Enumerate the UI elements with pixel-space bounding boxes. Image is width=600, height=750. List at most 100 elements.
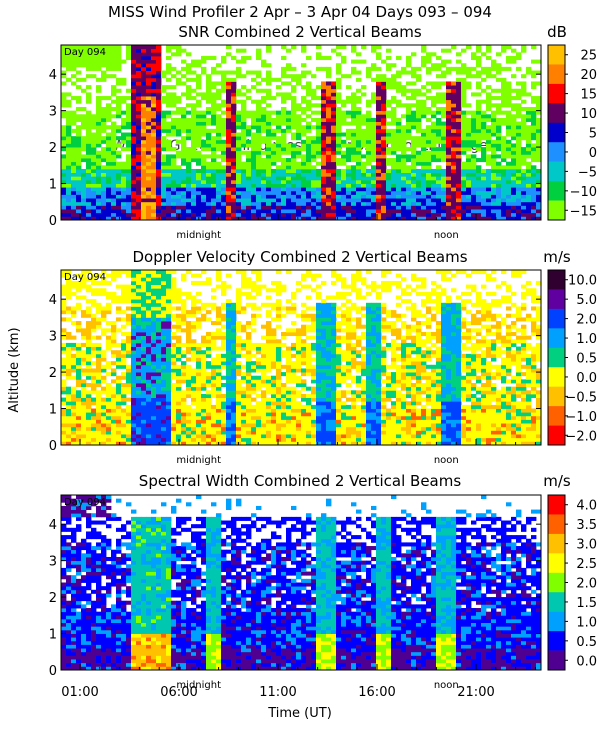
- heatmap-cell: [396, 125, 402, 130]
- heatmap-cell: [201, 393, 207, 399]
- heatmap-cell: [496, 161, 502, 166]
- heatmap-cell: [256, 209, 262, 214]
- heatmap-cell: [71, 176, 77, 181]
- heatmap-cell: [221, 187, 227, 192]
- heatmap-cell: [436, 201, 442, 206]
- heatmap-cell: [426, 117, 432, 122]
- heatmap-cell: [116, 52, 122, 57]
- heatmap-cell: [426, 96, 432, 101]
- heatmap-cell: [121, 331, 127, 337]
- heatmap-cell: [196, 393, 202, 399]
- heatmap-cell: [426, 176, 432, 181]
- heatmap-cell: [81, 280, 87, 285]
- colorbar-swatch: [548, 200, 565, 221]
- heatmap-cell: [136, 412, 142, 417]
- heatmap-cell: [351, 117, 357, 122]
- heatmap-cell: [461, 63, 467, 68]
- heatmap-cell: [266, 81, 272, 86]
- colorbar-label: 25: [580, 49, 597, 64]
- heatmap-cell: [121, 437, 127, 442]
- heatmap-cell: [216, 190, 222, 195]
- heatmap-cell: [496, 179, 502, 184]
- heatmap-cell: [291, 88, 297, 93]
- heatmap-cell: [306, 88, 312, 93]
- heatmap-cell: [181, 350, 187, 355]
- heatmap-cell: [371, 66, 377, 71]
- heatmap-cell: [131, 404, 137, 409]
- heatmap-cell: [166, 434, 172, 439]
- heatmap-cell: [116, 183, 122, 188]
- heatmap-cell: [106, 48, 112, 53]
- heatmap-cell: [186, 52, 192, 57]
- heatmap-cell: [96, 317, 102, 322]
- heatmap-cell: [256, 198, 262, 203]
- heatmap-cell: [501, 45, 507, 50]
- heatmap-cell: [171, 331, 177, 337]
- heatmap-cell: [296, 201, 302, 206]
- heatmap-cell: [276, 139, 282, 144]
- heatmap-cell: [176, 201, 182, 206]
- heatmap-cell: [491, 96, 497, 101]
- heatmap-cell: [421, 55, 427, 60]
- heatmap-cell: [506, 154, 512, 159]
- heatmap-cell: [231, 198, 237, 203]
- heatmap-cell: [166, 63, 172, 68]
- heatmap-cell: [331, 92, 337, 97]
- heatmap-cell: [171, 209, 177, 214]
- heatmap-cell: [76, 132, 82, 137]
- heatmap-cell: [361, 183, 367, 188]
- heatmap-cell: [106, 397, 112, 402]
- heatmap-cell: [141, 372, 147, 377]
- heatmap-cell: [286, 161, 292, 166]
- heatmap-cell: [426, 183, 432, 188]
- heatmap-cell: [61, 201, 67, 206]
- heatmap-cell: [111, 273, 117, 278]
- heatmap-cell: [201, 317, 207, 322]
- heatmap-cell: [196, 125, 202, 130]
- heatmap-cell: [286, 194, 292, 199]
- heatmap-cell: [111, 85, 117, 90]
- heatmap-cell: [201, 434, 207, 439]
- heatmap-cell: [206, 154, 212, 159]
- heatmap-cell: [226, 379, 232, 384]
- heatmap-cell: [201, 187, 207, 192]
- heatmap-cell: [211, 412, 217, 417]
- heatmap-cell: [206, 310, 212, 315]
- heatmap-cell: [96, 441, 102, 446]
- heatmap-cell: [91, 291, 97, 296]
- heatmap-cell: [61, 212, 67, 217]
- heatmap-cell: [216, 328, 222, 333]
- heatmap-cell: [151, 45, 157, 50]
- heatmap-cell: [466, 85, 472, 90]
- heatmap-cell: [376, 150, 382, 155]
- heatmap-cell: [146, 88, 152, 93]
- heatmap-cell: [256, 161, 262, 166]
- heatmap-cell: [431, 63, 437, 68]
- heatmap-cell: [346, 121, 352, 126]
- heatmap-cell: [161, 350, 167, 355]
- heatmap-cell: [131, 350, 137, 355]
- heatmap-cell: [251, 187, 257, 192]
- heatmap-cell: [191, 397, 197, 402]
- heatmap-cell: [536, 70, 542, 75]
- heatmap-cell: [511, 198, 517, 203]
- heatmap-cell: [66, 121, 72, 126]
- heatmap-cell: [86, 187, 92, 192]
- heatmap-cell: [531, 150, 537, 155]
- heatmap-cell: [531, 158, 537, 163]
- heatmap-cell: [416, 99, 422, 104]
- heatmap-cell: [421, 139, 427, 144]
- heatmap-cell: [221, 209, 227, 214]
- heatmap-cell: [101, 412, 107, 417]
- heatmap-cell: [351, 176, 357, 181]
- heatmap-cell: [146, 383, 152, 388]
- heatmap-cell: [171, 412, 177, 417]
- heatmap-cell: [156, 302, 162, 307]
- heatmap-cell: [126, 288, 132, 293]
- heatmap-cell: [221, 139, 227, 144]
- heatmap-cell: [186, 313, 192, 318]
- heatmap-cell: [176, 353, 182, 358]
- heatmap-cell: [96, 397, 102, 402]
- colorbar-label: 0: [589, 146, 597, 161]
- heatmap-cell: [61, 412, 67, 417]
